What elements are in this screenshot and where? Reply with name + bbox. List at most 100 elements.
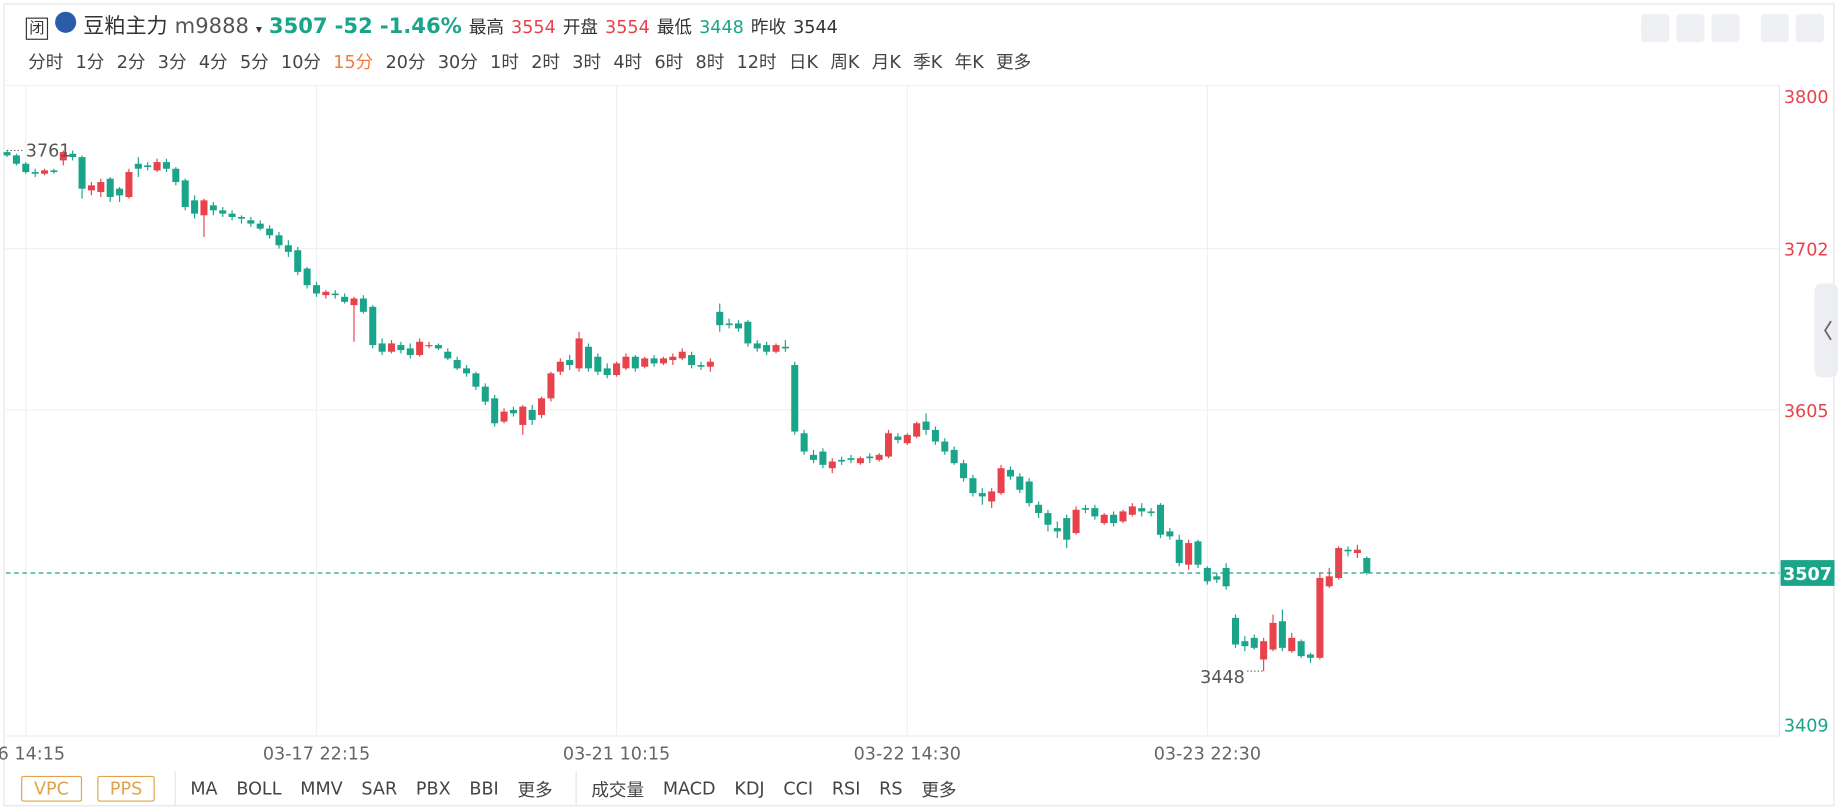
candle-body — [247, 220, 255, 224]
sub-indicator[interactable]: CCI — [783, 778, 814, 800]
main-indicator[interactable]: BOLL — [236, 778, 282, 800]
period-tab[interactable]: 4分 — [198, 51, 228, 73]
sub-indicator[interactable]: 成交量 — [591, 778, 645, 800]
candle-body — [631, 356, 639, 369]
main-indicator[interactable]: PBX — [415, 778, 451, 800]
period-tab[interactable]: 周K — [830, 51, 860, 73]
period-tab[interactable]: 5分 — [239, 51, 269, 73]
candle-body — [828, 461, 836, 469]
main-indicator[interactable]: MMV — [300, 778, 343, 800]
candle-body — [772, 345, 780, 352]
candle-body — [725, 323, 733, 326]
period-tabs: 分时 1分 2分 3分 4分 5分 10分 15分 20分 30分 1时 2时 3时 4时 6时 8时 12时日… — [28, 49, 1043, 74]
candle-body — [369, 306, 377, 346]
main-indicator[interactable]: 更多 — [517, 778, 553, 800]
period-tab[interactable]: 2分 — [116, 51, 146, 73]
candle-body — [838, 459, 846, 462]
period-tab[interactable]: 10分 — [281, 51, 321, 73]
period-tab[interactable]: 年K — [954, 51, 984, 73]
period-tab[interactable]: 日K — [788, 51, 819, 73]
period-tab[interactable]: 20分 — [385, 51, 426, 73]
code[interactable]: m9888 — [174, 14, 249, 39]
candle-body — [322, 291, 330, 296]
period-tab[interactable]: 15分 — [333, 51, 374, 73]
candle-body — [378, 343, 386, 352]
sub-indicator[interactable]: RSI — [831, 778, 861, 800]
candle-body — [1213, 576, 1221, 580]
y-tick-label: 3702 — [1784, 241, 1829, 261]
prev-close: 3544 — [793, 16, 838, 38]
period-tab[interactable]: 月K — [871, 51, 901, 73]
dropdown[interactable]: ▾ — [255, 23, 262, 37]
candle-body — [209, 205, 217, 211]
separator — [576, 771, 578, 807]
period-tab[interactable]: 1分 — [75, 51, 105, 73]
tool-button[interactable] — [1711, 14, 1740, 43]
side-collapse[interactable] — [1814, 283, 1838, 378]
period-tab[interactable]: 8时 — [695, 51, 725, 73]
period-tab[interactable]: 12时 — [736, 51, 777, 73]
tool-button[interactable] — [1760, 14, 1789, 43]
separator — [175, 771, 177, 807]
candle-body — [331, 293, 339, 296]
period-tab[interactable]: 更多 — [996, 51, 1032, 73]
period-tab[interactable]: 3分 — [157, 51, 187, 73]
candle-body — [1100, 514, 1108, 524]
candle-body — [1288, 637, 1296, 652]
candle-body — [294, 250, 302, 272]
candle-body — [566, 360, 574, 366]
candle-body — [856, 458, 864, 464]
high: 3554 — [511, 16, 556, 38]
candle-body — [538, 398, 546, 415]
open-label: 开盘 — [562, 16, 599, 38]
candle-body — [397, 345, 405, 351]
candle-body — [350, 298, 358, 306]
candle-body — [3, 152, 11, 156]
prev-close-label: 昨收 — [750, 16, 787, 38]
period-tab[interactable]: 6时 — [654, 51, 684, 73]
candle-body — [481, 386, 489, 402]
candle-body — [716, 311, 724, 326]
main-indicator[interactable]: BBI — [469, 778, 499, 800]
x-tick-label: 03-21 10:15 — [563, 744, 670, 764]
sub-indicator[interactable]: 更多 — [921, 778, 957, 800]
main-indicator[interactable]: MA — [190, 778, 218, 800]
candle-body — [1335, 548, 1343, 578]
overlay-button[interactable]: VPC — [21, 775, 82, 802]
sub-indicator[interactable]: MACD — [662, 778, 716, 800]
status-icon: 闭 — [25, 17, 49, 40]
tool-button[interactable] — [1676, 14, 1705, 43]
sub-indicator[interactable]: KDJ — [734, 778, 765, 800]
tool-button[interactable] — [1641, 14, 1670, 43]
x-tick-label: 03-22 14:30 — [854, 744, 961, 764]
high-label: 最高 — [468, 16, 505, 38]
candle-body — [1269, 622, 1277, 650]
candle-body — [997, 468, 1005, 494]
candle-body — [1035, 504, 1043, 514]
overlay-button[interactable]: PPS — [97, 775, 156, 802]
candle-body — [1072, 509, 1080, 534]
candle-body — [1194, 541, 1202, 565]
candle-body — [491, 398, 499, 424]
candle-body — [697, 365, 705, 367]
candle-body — [922, 421, 930, 430]
candle-body — [1128, 506, 1136, 515]
period-tab[interactable]: 30分 — [437, 51, 478, 73]
main-indicator[interactable]: SAR — [361, 778, 398, 800]
period-tab[interactable]: 4时 — [613, 51, 643, 73]
period-tab[interactable]: 季K — [913, 51, 943, 73]
candle-body — [1307, 654, 1315, 658]
last-price-tag — [1780, 560, 1835, 586]
candle-body — [613, 363, 621, 376]
period-tab[interactable]: 3时 — [572, 51, 602, 73]
frame — [3, 3, 1835, 807]
candle-body — [847, 458, 855, 460]
period-tab[interactable]: 1时 — [490, 51, 519, 73]
candle-body — [622, 356, 630, 369]
close-button[interactable] — [1795, 14, 1824, 43]
x-tick-label: 03-17 22:15 — [263, 744, 370, 764]
period-tab[interactable]: 分时 — [28, 51, 64, 73]
period-tab[interactable]: 2时 — [531, 51, 560, 73]
sub-indicator[interactable]: RS — [879, 778, 903, 800]
